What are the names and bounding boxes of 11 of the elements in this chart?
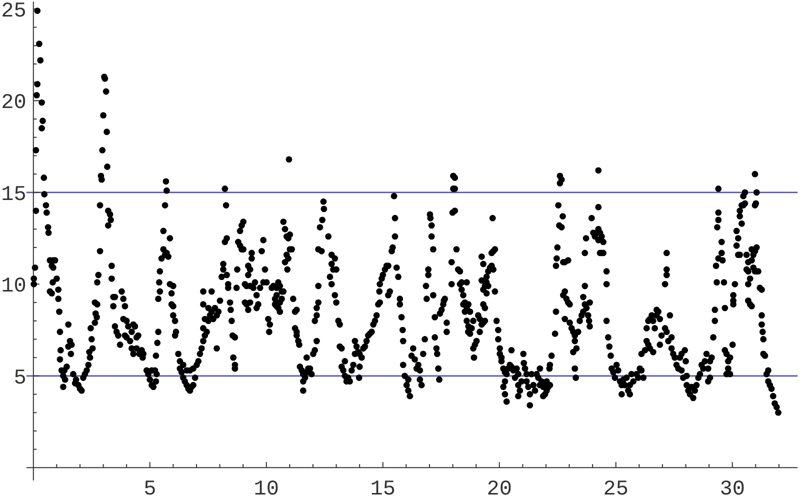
y-tick-label: 20 [1,92,26,116]
y-tick-label: 10 [1,276,26,299]
x-tick-label: 10 [254,478,279,500]
x-tick-label: 20 [486,478,512,500]
y-tick-label: 25 [1,0,26,24]
x-tick-label: 5 [144,478,156,500]
y-tick-label: 15 [1,184,26,207]
y-tick-label: 5 [14,367,26,390]
x-tick-label: 15 [370,478,396,500]
x-tick-label: 25 [603,478,628,500]
x-tick-label: 30 [720,478,745,500]
